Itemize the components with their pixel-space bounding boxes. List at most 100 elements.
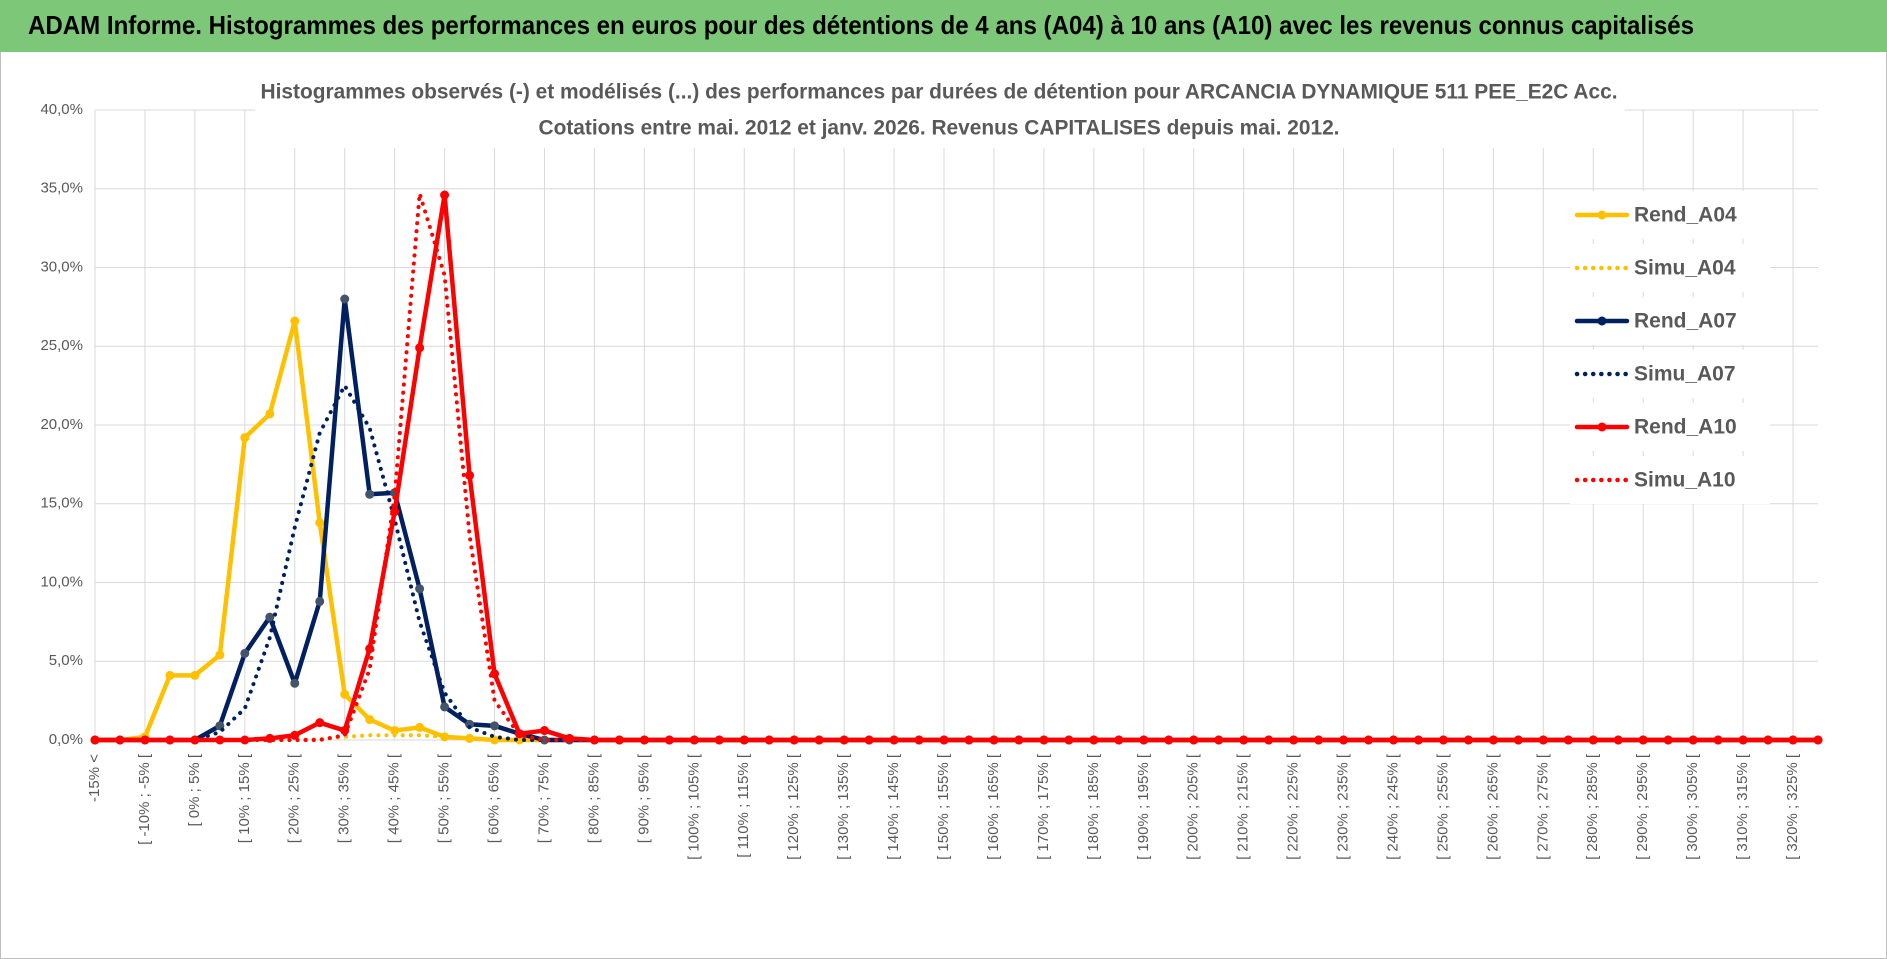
- data-point: [190, 735, 200, 745]
- data-point: [315, 518, 325, 528]
- data-point: [1364, 735, 1374, 745]
- series-line: [92, 192, 1821, 743]
- data-point: [814, 735, 824, 745]
- x-tick-label: [ 90% ; 95% [: [635, 753, 652, 843]
- x-tick-label: [ 50% ; 55% [: [436, 753, 453, 843]
- x-tick-label: [ 10% ; 15% [: [236, 753, 253, 843]
- y-tick-label: 0,0%: [49, 731, 83, 748]
- data-point: [340, 294, 350, 304]
- data-point: [465, 470, 475, 480]
- data-point: [1663, 735, 1673, 745]
- data-point: [415, 343, 425, 353]
- data-point: [465, 719, 475, 729]
- y-tick-label: 40,0%: [40, 101, 83, 118]
- data-point: [465, 733, 475, 743]
- data-point: [240, 433, 250, 443]
- data-point: [1738, 735, 1748, 745]
- legend-marker: [1597, 422, 1607, 432]
- x-tick-label: [ 250% ; 255% [: [1434, 753, 1451, 860]
- chart-subtitle: Cotations entre mai. 2012 et janv. 2026.…: [539, 117, 1340, 140]
- x-tick-label: [ 150% ; 155% [: [935, 753, 952, 860]
- data-point: [1164, 735, 1174, 745]
- x-tick-label: [ 310% ; 315% [: [1734, 753, 1751, 860]
- x-tick-label: [ 280% ; 285% [: [1584, 753, 1601, 860]
- data-point: [365, 489, 375, 499]
- data-point: [290, 730, 300, 740]
- x-tick-label: [ 170% ; 175% [: [1035, 753, 1052, 860]
- x-tick-label: [ 100% ; 105% [: [685, 753, 702, 860]
- x-tick-label: [ 20% ; 25% [: [286, 753, 303, 843]
- data-point: [315, 718, 325, 728]
- x-tick-label: [ 30% ; 35% [: [336, 753, 353, 843]
- data-point: [315, 596, 325, 606]
- legend-label: Rend_A10: [1634, 416, 1737, 439]
- header-title: ADAM Informe. Histogrammes des performan…: [28, 10, 1694, 40]
- data-point: [1089, 735, 1099, 745]
- data-point: [265, 409, 275, 419]
- data-point: [539, 726, 549, 736]
- x-tick-label: [ 320% ; 325% [: [1784, 753, 1801, 860]
- x-tick-label: [ 110% ; 115% [: [735, 753, 752, 858]
- data-point: [1189, 735, 1199, 745]
- data-point: [490, 721, 500, 731]
- data-point: [440, 702, 450, 712]
- y-tick-label: 30,0%: [40, 258, 83, 275]
- data-point: [440, 190, 450, 200]
- legend-label: Simu_A04: [1634, 257, 1736, 280]
- data-point: [340, 689, 350, 699]
- data-point: [1064, 735, 1074, 745]
- x-tick-label: [ 120% ; 125% [: [785, 753, 802, 860]
- legend-label: Simu_A10: [1634, 469, 1736, 492]
- data-point: [589, 735, 599, 745]
- data-point: [365, 715, 375, 725]
- data-point: [1488, 735, 1498, 745]
- data-point: [1688, 735, 1698, 745]
- data-point: [1413, 735, 1423, 745]
- data-point: [1438, 735, 1448, 745]
- data-point: [265, 612, 275, 622]
- y-tick-label: 15,0%: [40, 495, 83, 512]
- data-point: [1713, 735, 1723, 745]
- data-point: [1763, 735, 1773, 745]
- data-point: [190, 670, 200, 680]
- data-point: [1813, 735, 1823, 745]
- data-point: [539, 735, 549, 745]
- x-tick-label: [ 300% ; 305% [: [1684, 753, 1701, 860]
- data-point: [864, 735, 874, 745]
- data-point: [764, 735, 774, 745]
- chart-title: Histogrammes observés (-) et modélisés (…: [261, 81, 1618, 104]
- y-tick-label: 10,0%: [40, 573, 83, 590]
- data-point: [215, 735, 225, 745]
- x-tick-label: [ 160% ; 165% [: [985, 753, 1002, 860]
- y-tick-label: 5,0%: [49, 652, 83, 669]
- data-point: [290, 678, 300, 688]
- x-tick-label: [ 230% ; 235% [: [1335, 753, 1352, 860]
- data-point: [839, 735, 849, 745]
- data-point: [390, 726, 400, 736]
- data-point: [1139, 735, 1149, 745]
- legend-marker: [1597, 316, 1607, 326]
- x-tick-label: [ 80% ; 85% [: [585, 753, 602, 843]
- x-tick-label: [ 0% ; 5% [: [186, 753, 203, 826]
- x-tick-label: [ 260% ; 265% [: [1484, 753, 1501, 860]
- y-tick-label: 20,0%: [40, 416, 83, 433]
- x-tick-label: [ 240% ; 245% [: [1384, 753, 1401, 860]
- x-tick-label: [ 60% ; 65% [: [486, 753, 503, 843]
- y-tick-label: 35,0%: [40, 180, 83, 197]
- legend-label: Simu_A07: [1634, 363, 1736, 386]
- data-point: [1114, 735, 1124, 745]
- data-point: [415, 584, 425, 594]
- x-tick-label: [ 200% ; 205% [: [1185, 753, 1202, 860]
- x-tick-label: [ 140% ; 145% [: [885, 753, 902, 860]
- legend-label: Rend_A04: [1634, 204, 1737, 227]
- legend-marker: [1597, 210, 1607, 220]
- data-point: [1788, 735, 1798, 745]
- data-point: [165, 670, 175, 680]
- x-tick-label: [ 190% ; 195% [: [1135, 753, 1152, 860]
- x-tick-label: [ -10% ; -5% [: [136, 753, 153, 845]
- data-point: [240, 648, 250, 658]
- x-tick-label: [ 180% ; 185% [: [1085, 753, 1102, 860]
- x-tick-label: [ 210% ; 215% [: [1235, 753, 1252, 860]
- data-point: [889, 735, 899, 745]
- data-point: [415, 722, 425, 732]
